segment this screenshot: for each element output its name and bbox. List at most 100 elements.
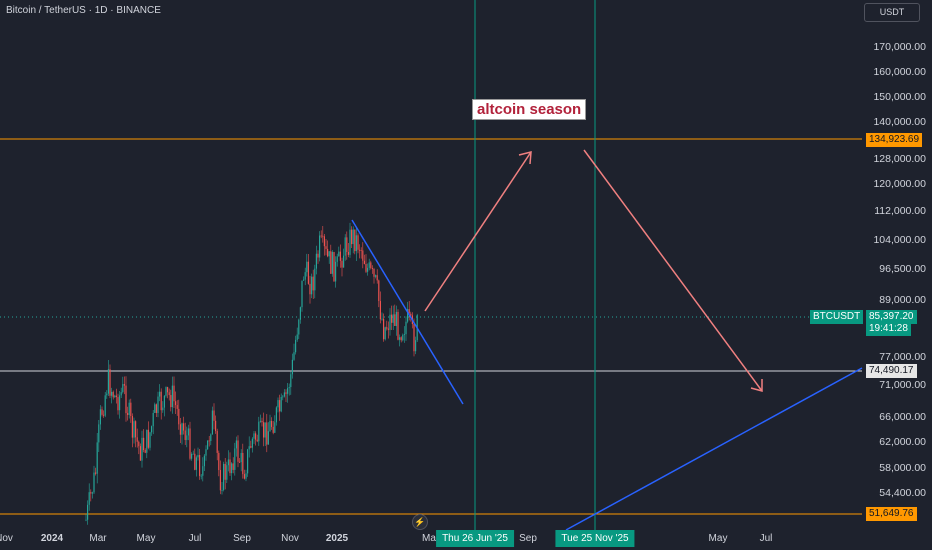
price-axis-label: 54,400.00 (879, 487, 926, 499)
last-price-tag: 85,397.20 (866, 310, 917, 324)
candle-body (146, 429, 148, 453)
candle-body (163, 395, 165, 408)
candle-body (183, 423, 185, 431)
arrow-down[interactable] (583, 149, 763, 392)
candle-body (320, 235, 322, 237)
candle-body (315, 253, 317, 269)
candle-body (323, 236, 325, 247)
candle-body (272, 426, 274, 433)
date-tag-jun: Thu 26 Jun '25 (436, 530, 514, 547)
candle-body (194, 453, 196, 470)
candle-body (399, 337, 401, 340)
candle-body (165, 387, 167, 396)
arrow-up[interactable] (424, 151, 532, 312)
candle-body (395, 311, 397, 327)
candle-body (106, 393, 108, 396)
candle-body (122, 384, 124, 393)
time-axis-label: Mar (89, 533, 107, 544)
candle-body (280, 397, 282, 412)
candle-body (245, 473, 247, 479)
descending-trendline[interactable] (351, 219, 464, 405)
candle-body (213, 410, 215, 421)
candle-body (211, 410, 213, 435)
candle-body (179, 424, 181, 435)
lower-level-price-tag: 74,490.17 (866, 364, 917, 378)
symbol-tag: BTCUSDT (810, 310, 864, 324)
candle-body (90, 492, 92, 494)
price-axis-label: 77,000.00 (879, 351, 926, 363)
candle-body (344, 237, 346, 256)
candle-body (266, 422, 268, 445)
altcoin-season-label[interactable]: altcoin season (472, 99, 587, 120)
candle-body (154, 404, 156, 413)
candle-body (275, 407, 277, 423)
candle-body (93, 472, 95, 493)
candle-body (407, 309, 409, 322)
candle-body (295, 339, 297, 353)
candle-body (237, 440, 239, 462)
candle-body (231, 463, 233, 474)
candle-body (131, 416, 133, 438)
candle-body (159, 391, 161, 397)
candle-body (335, 261, 337, 282)
candle-body (261, 420, 263, 423)
candle-body (234, 448, 236, 470)
candle-body (378, 280, 380, 302)
candle-body (333, 252, 335, 282)
candle-body (415, 340, 417, 352)
price-axis-label: 104,000.00 (873, 234, 926, 246)
candle-body (227, 459, 229, 466)
candle-body (386, 327, 388, 329)
candle-body (402, 334, 404, 341)
candle-body (306, 261, 308, 273)
time-axis-label: Nov (0, 533, 13, 544)
candle-body (322, 235, 324, 237)
candle-body (119, 395, 121, 411)
candle-body (147, 429, 149, 448)
candle-body (298, 319, 300, 335)
candle-body (128, 402, 130, 415)
candle-body (155, 404, 157, 413)
candle-body (229, 459, 231, 474)
candle-body (319, 235, 321, 258)
candle-body (171, 385, 173, 408)
time-axis-label: Ma (422, 533, 436, 544)
candle-body (202, 466, 204, 476)
candle-body (181, 423, 183, 435)
time-axis-label: Sep (233, 533, 251, 544)
candle-body (365, 263, 367, 272)
time-axis-label: May (136, 533, 156, 544)
candle-body (256, 439, 258, 442)
price-axis-label: 89,000.00 (879, 294, 926, 306)
time-axis-label: Nov (281, 533, 299, 544)
candle-body (357, 235, 359, 250)
candle-body (151, 426, 153, 433)
candle-body (99, 409, 101, 425)
price-axis-label: 140,000.00 (873, 116, 926, 128)
flash-icon[interactable]: ⚡ (412, 514, 428, 530)
candle-body (285, 392, 287, 394)
candle-body (304, 272, 306, 280)
candle-body (352, 229, 354, 245)
candle-body (239, 461, 241, 463)
candle-body (376, 275, 378, 281)
candle-body (115, 395, 117, 398)
price-axis-label: 58,000.00 (879, 462, 926, 474)
price-axis-label: 150,000.00 (873, 91, 926, 103)
candle-body (170, 395, 172, 408)
candle-body (207, 440, 209, 450)
candle-body (103, 414, 105, 416)
candle-body (392, 314, 394, 323)
candle-body (189, 428, 191, 459)
candle-body (197, 455, 199, 458)
candle-body (136, 437, 138, 442)
candle-body (85, 519, 87, 521)
currency-button[interactable]: USDT (864, 3, 920, 22)
candle-body (149, 432, 151, 448)
candle-body (400, 337, 402, 341)
candle-body (282, 396, 284, 398)
ascending-trendline[interactable] (565, 367, 863, 531)
candle-body (258, 421, 260, 442)
candle-body (200, 475, 202, 477)
